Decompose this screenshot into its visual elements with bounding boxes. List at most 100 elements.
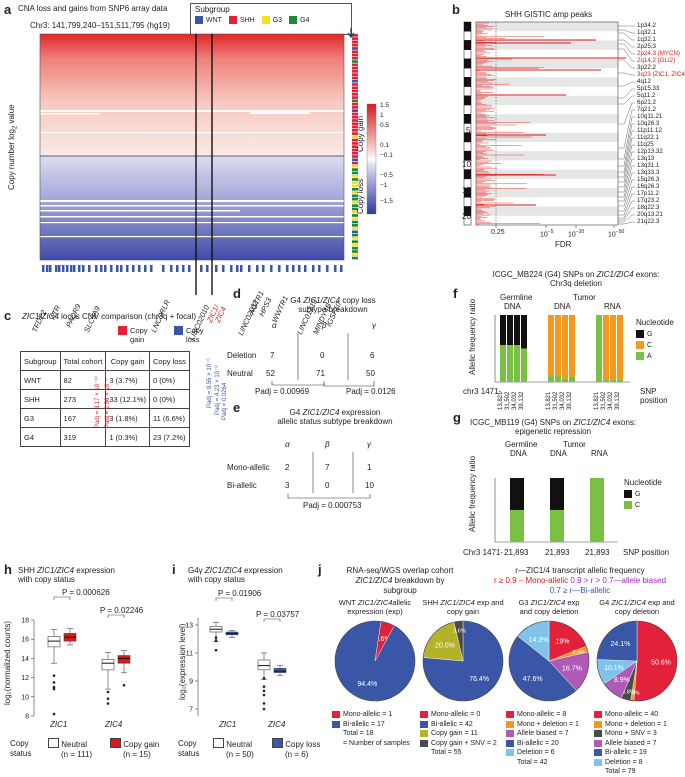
subgroup-cell bbox=[352, 125, 358, 129]
sub-rna: RNA bbox=[591, 449, 608, 458]
pie-slice-label: 10.1% bbox=[604, 665, 624, 672]
allele-bar bbox=[569, 376, 575, 382]
gene-tick bbox=[170, 265, 173, 272]
pie-legend-item: Copy gain = 11 bbox=[420, 729, 497, 739]
panel-c-legend: Copy gain Copy loss bbox=[118, 326, 216, 344]
pie-legend-item: Bi-allelic = 19 bbox=[594, 748, 667, 758]
peak-label: 1p34.2 bbox=[637, 21, 656, 29]
allele-bar bbox=[550, 478, 564, 510]
scale-tick: −1 bbox=[380, 182, 388, 189]
p-bracket bbox=[215, 597, 233, 601]
fdr-tick: 10−50 bbox=[608, 229, 625, 239]
table-cell: SHH bbox=[20, 389, 61, 409]
plot-frame bbox=[475, 21, 619, 226]
panel-g-label: g bbox=[453, 410, 461, 425]
pie-total: Total = 18 bbox=[343, 730, 374, 737]
outlier bbox=[52, 685, 56, 689]
allele-bar bbox=[555, 315, 561, 376]
gene-tick bbox=[46, 265, 49, 272]
color-scale-ticks: 1.5 1 0.5 0.1 −0.1 −0.5 −1 −1.5 bbox=[380, 101, 393, 207]
table-row: WNT 82 3 (3.7%) 0 (0%) bbox=[20, 370, 190, 390]
peak-connector bbox=[618, 193, 635, 216]
pie-title: G4 ZIC1/ZIC4 exp and copy deletion bbox=[599, 598, 675, 616]
subgroup-cell bbox=[352, 168, 358, 171]
peak-connector bbox=[618, 81, 635, 87]
group-tumor: Tumor bbox=[573, 293, 596, 302]
table-cell: 1 bbox=[367, 463, 372, 472]
sub-dna: DNA bbox=[550, 449, 567, 458]
subgroup-cell bbox=[352, 174, 358, 178]
peak-connector bbox=[618, 137, 635, 178]
peak-label: 1q32.1 bbox=[637, 28, 656, 36]
gene-tick bbox=[126, 265, 129, 272]
peak-connector bbox=[618, 39, 635, 48]
chromosome-stripe bbox=[476, 132, 618, 142]
allele-bar bbox=[510, 510, 524, 542]
outlier bbox=[52, 687, 56, 691]
pie-legend-item: Mono + deletion = 1 bbox=[594, 720, 667, 730]
subgroup-cell bbox=[352, 50, 358, 54]
table-cell: 3 (1.8%) bbox=[105, 408, 150, 428]
pie-legend-item: Mono-allelic = 8 bbox=[506, 710, 579, 720]
scale-tick: 0.5 bbox=[380, 122, 390, 129]
peak-connector bbox=[618, 123, 635, 167]
gene-tick bbox=[104, 265, 107, 272]
panel-b-title: SHH GISTIC amp peaks bbox=[505, 10, 593, 19]
peak-connector bbox=[618, 29, 635, 34]
row-mono-allelic: Mono-allelic bbox=[227, 463, 270, 472]
pie-slice-label: 2.4% bbox=[573, 650, 586, 656]
chromosome-stripe bbox=[476, 58, 618, 69]
gene-tick bbox=[120, 265, 123, 272]
peak-label: 10q26.3 bbox=[637, 119, 660, 127]
peak-connector bbox=[618, 102, 635, 125]
boxplot-h: 8 10 12 14 16 18 bbox=[21, 596, 131, 721]
panel-j-head: RNA-seq/WGS overlap cohort ZIC1/ZIC4 brea… bbox=[346, 566, 454, 595]
padj-d-2: Padj = 0.0126 bbox=[346, 387, 396, 396]
table-cell: G3 bbox=[20, 408, 61, 428]
peak-label: 5p15.33 bbox=[637, 84, 660, 92]
peak-label: 7q21.2 bbox=[637, 105, 656, 113]
nucleotide-legend-g: Nucleotide G C bbox=[624, 478, 662, 509]
pie-slice-label: 16.7% bbox=[562, 666, 582, 673]
subgroup-cell bbox=[352, 60, 358, 63]
gene-tick bbox=[182, 265, 185, 272]
subgroup-cell bbox=[352, 56, 358, 60]
heatmap-gain-block bbox=[40, 34, 344, 156]
subgroup-cell bbox=[352, 246, 358, 250]
subgroup-cell bbox=[352, 37, 358, 40]
peak-label: 2q14.2 (GLI2) bbox=[637, 56, 676, 64]
chrom-tick-20: 20 bbox=[462, 212, 471, 221]
subgroup-cell bbox=[352, 214, 358, 217]
chromosome-stripe bbox=[476, 188, 618, 198]
scale-tick: −0.1 bbox=[380, 152, 393, 159]
table-cell: 23 (7.2%) bbox=[149, 427, 190, 447]
subgroup-cell bbox=[352, 63, 358, 67]
subgroup-cell bbox=[352, 250, 358, 253]
pie-outline bbox=[508, 620, 590, 702]
gene-tick bbox=[66, 265, 69, 272]
subgroup-cell bbox=[352, 227, 358, 230]
cna-heatmap bbox=[39, 28, 377, 295]
allele-bar bbox=[610, 315, 616, 380]
gene-tick bbox=[138, 265, 141, 272]
pie-legend-item: Mono + deletion = 1 bbox=[506, 720, 579, 730]
gene-tick bbox=[95, 265, 98, 272]
allele-bar bbox=[521, 348, 527, 382]
col-beta: β bbox=[325, 440, 330, 449]
table-header: Subgroup bbox=[20, 351, 61, 371]
outlier bbox=[262, 707, 266, 711]
gene-tick bbox=[55, 265, 58, 272]
outlier bbox=[262, 676, 266, 680]
gene-tick bbox=[42, 265, 45, 272]
y-tick-label: 12 bbox=[21, 675, 29, 682]
peak-label: 17p11.2 bbox=[637, 189, 659, 197]
allele-bar bbox=[562, 315, 568, 379]
panel-f-chr: chr3 1471- bbox=[463, 387, 502, 396]
peak-connector bbox=[618, 48, 635, 62]
subgroup-cell bbox=[352, 66, 358, 70]
pie-legend-item: Bi-allelic = 20 bbox=[506, 739, 579, 749]
snp-position: 21,893 bbox=[504, 548, 529, 557]
subgroup-cell bbox=[352, 155, 358, 158]
outlier bbox=[122, 683, 126, 687]
subgroup-cell bbox=[352, 96, 358, 99]
